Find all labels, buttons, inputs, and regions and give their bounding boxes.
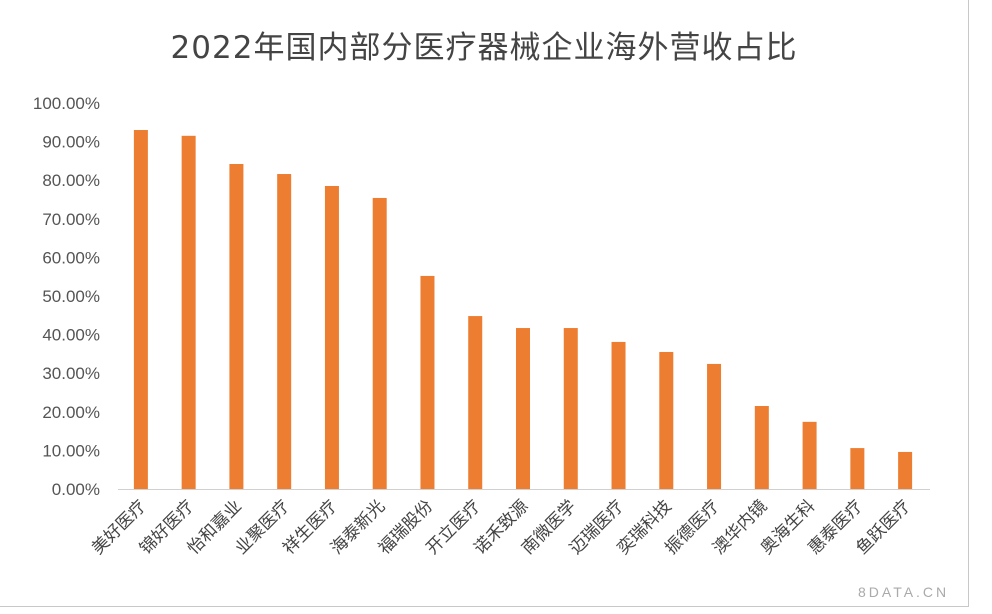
- y-tick-label: 50.00%: [42, 287, 100, 306]
- bar: [802, 421, 817, 489]
- bar: [898, 451, 913, 489]
- bar: [516, 328, 530, 489]
- y-tick-label: 10.00%: [42, 441, 100, 460]
- y-tick-label: 60.00%: [42, 248, 100, 267]
- y-tick-label: 90.00%: [42, 133, 100, 152]
- bar: [754, 406, 769, 489]
- bar: [850, 448, 865, 489]
- bar: [372, 197, 387, 489]
- y-tick-label: 30.00%: [42, 364, 100, 383]
- bar: [420, 275, 435, 489]
- bar: [133, 130, 148, 489]
- bar: [181, 135, 196, 489]
- bar: [707, 363, 722, 489]
- y-tick-label: 0.00%: [52, 480, 100, 499]
- y-tick-label: 80.00%: [42, 171, 100, 190]
- chart-frame: [0, 0, 969, 607]
- y-tick-label: 100.00%: [33, 94, 100, 113]
- bar: [563, 328, 578, 489]
- chart-title: 2022年国内部分医疗器械企业海外营收占比: [170, 30, 798, 66]
- bar: [611, 341, 626, 489]
- watermark: 8DATA.CN: [858, 584, 950, 600]
- y-tick-label: 40.00%: [42, 326, 100, 345]
- y-tick-label: 20.00%: [42, 403, 100, 422]
- bar: [277, 174, 292, 490]
- bar: [659, 351, 674, 489]
- bar: [468, 316, 483, 489]
- y-tick-label: 70.00%: [42, 210, 100, 229]
- bar: [324, 185, 339, 490]
- bar: [229, 163, 244, 489]
